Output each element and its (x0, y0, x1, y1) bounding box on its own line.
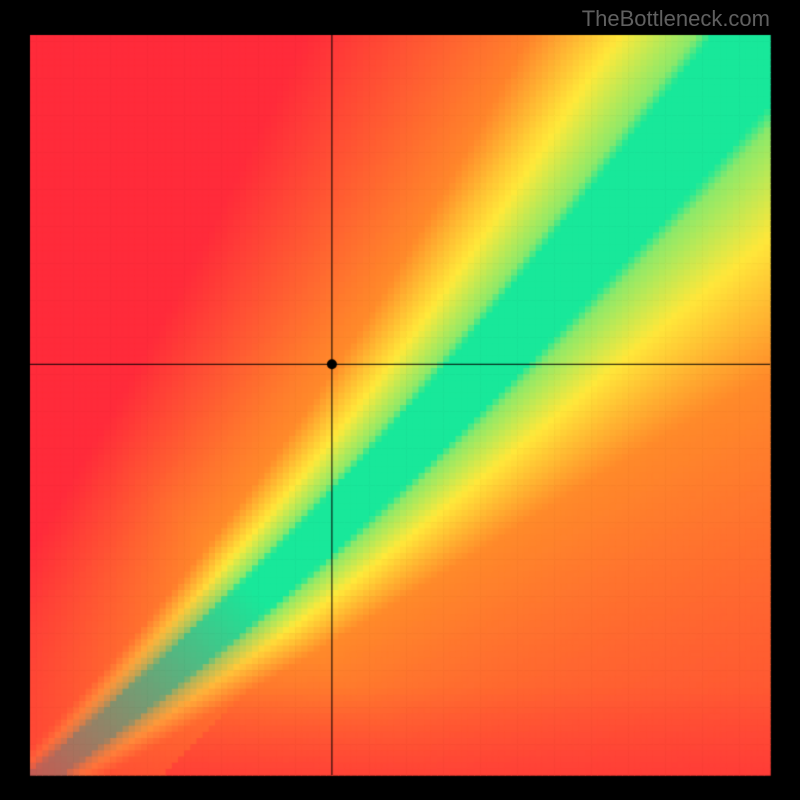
watermark-text: TheBottleneck.com (582, 6, 770, 32)
bottleneck-heatmap (0, 0, 800, 800)
chart-container: TheBottleneck.com (0, 0, 800, 800)
